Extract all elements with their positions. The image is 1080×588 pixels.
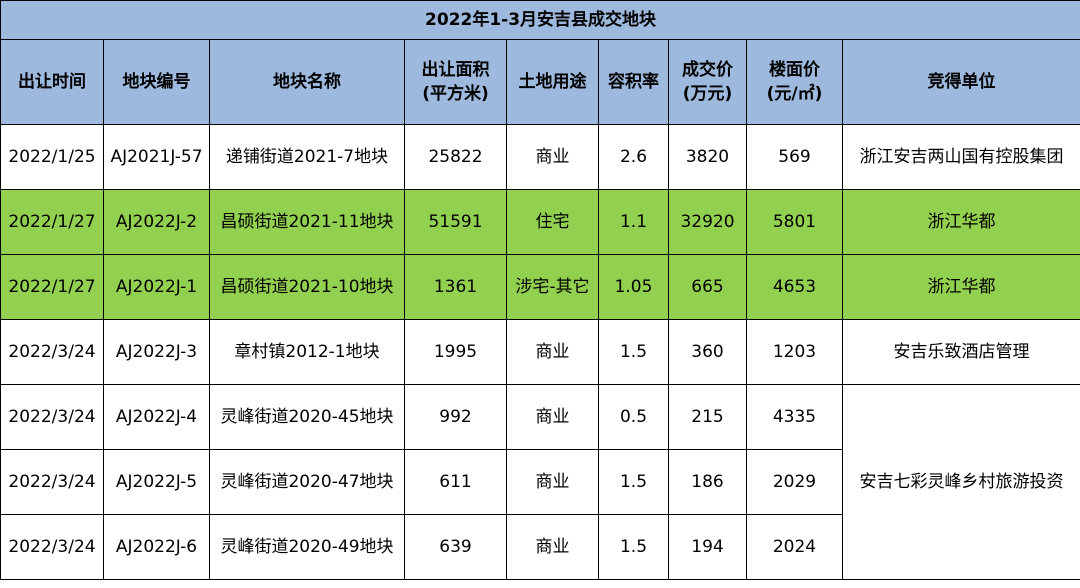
cell-winner: 浙江华都 bbox=[841, 189, 1080, 255]
cell-area: 639 bbox=[404, 514, 507, 580]
cell-use: 商业 bbox=[506, 124, 599, 190]
cell-area: 1361 bbox=[404, 254, 507, 320]
cell-code: AJ2022J-4 bbox=[103, 384, 210, 450]
cell-far: 0.5 bbox=[598, 384, 669, 450]
cell-floor-price: 569 bbox=[746, 124, 843, 190]
header-name: 地块名称 bbox=[209, 39, 405, 125]
cell-date: 2022/1/25 bbox=[0, 124, 104, 190]
table-row: 2022/1/27 AJ2022J-1 昌硕街道2021-10地块 1361 涉… bbox=[0, 254, 1080, 320]
cell-far: 2.6 bbox=[598, 124, 669, 190]
header-date: 出让时间 bbox=[0, 39, 104, 125]
header-use: 土地用途 bbox=[506, 39, 599, 125]
cell-winner: 安吉乐致酒店管理 bbox=[841, 319, 1080, 385]
cell-floor-price: 2024 bbox=[746, 514, 843, 580]
cell-area: 992 bbox=[404, 384, 507, 450]
cell-name: 灵峰街道2020-45地块 bbox=[209, 384, 405, 450]
cell-name: 昌硕街道2021-10地块 bbox=[209, 254, 405, 320]
table-row: 2022/3/24 AJ2022J-6 灵峰街道2020-49地块 639 商业… bbox=[0, 514, 1080, 580]
cell-code: AJ2022J-6 bbox=[103, 514, 210, 580]
cell-date: 2022/3/24 bbox=[0, 384, 104, 450]
header-winner: 竞得单位 bbox=[841, 39, 1080, 125]
cell-floor-price: 4653 bbox=[746, 254, 843, 320]
cell-name: 灵峰街道2020-47地块 bbox=[209, 449, 405, 515]
cell-price: 186 bbox=[668, 449, 747, 515]
cell-date: 2022/3/24 bbox=[0, 449, 104, 515]
cell-area: 51591 bbox=[404, 189, 507, 255]
cell-far: 1.5 bbox=[598, 449, 669, 515]
cell-floor-price: 4335 bbox=[746, 384, 843, 450]
cell-price: 194 bbox=[668, 514, 747, 580]
header-floor-price: 楼面价 (元/㎡) bbox=[746, 39, 843, 125]
header-area: 出让面积 (平方米) bbox=[404, 39, 507, 125]
cell-price: 360 bbox=[668, 319, 747, 385]
table-row: 2022/3/24 AJ2022J-3 章村镇2012-1地块 1995 商业 … bbox=[0, 319, 1080, 385]
cell-name: 灵峰街道2020-49地块 bbox=[209, 514, 405, 580]
header-price: 成交价 (万元) bbox=[668, 39, 747, 125]
cell-name: 昌硕街道2021-11地块 bbox=[209, 189, 405, 255]
table-row: 2022/3/24 AJ2022J-4 灵峰街道2020-45地块 992 商业… bbox=[0, 384, 1080, 580]
cell-code: AJ2022J-2 bbox=[103, 189, 210, 255]
cell-code: AJ2022J-5 bbox=[103, 449, 210, 515]
cell-winner: 浙江安吉两山国有控股集团 bbox=[841, 124, 1080, 190]
cell-area: 611 bbox=[404, 449, 507, 515]
cell-name: 章村镇2012-1地块 bbox=[209, 319, 405, 385]
cell-code: AJ2022J-1 bbox=[103, 254, 210, 320]
header-code: 地块编号 bbox=[103, 39, 210, 125]
cell-far: 1.5 bbox=[598, 514, 669, 580]
cell-date: 2022/1/27 bbox=[0, 254, 104, 320]
cell-use: 商业 bbox=[506, 319, 599, 385]
table-row: 2022/1/27 AJ2022J-2 昌硕街道2021-11地块 51591 … bbox=[0, 189, 1080, 255]
cell-use: 涉宅-其它 bbox=[506, 254, 599, 320]
cell-far: 1.1 bbox=[598, 189, 669, 255]
cell-winner: 浙江华都 bbox=[841, 254, 1080, 320]
cell-date: 2022/3/24 bbox=[0, 319, 104, 385]
header-far: 容积率 bbox=[598, 39, 669, 125]
cell-date: 2022/1/27 bbox=[0, 189, 104, 255]
table-row: 2022/3/24 AJ2022J-5 灵峰街道2020-47地块 611 商业… bbox=[0, 449, 1080, 515]
cell-area: 1995 bbox=[404, 319, 507, 385]
cell-date: 2022/3/24 bbox=[0, 514, 104, 580]
cell-winner-merged: 安吉七彩灵峰乡村旅游投资 bbox=[841, 384, 1080, 580]
cell-name: 递铺街道2021-7地块 bbox=[209, 124, 405, 190]
cell-price: 665 bbox=[668, 254, 747, 320]
cell-far: 1.05 bbox=[598, 254, 669, 320]
cell-price: 32920 bbox=[668, 189, 747, 255]
table-row: 2022/1/25 AJ2021J-57 递铺街道2021-7地块 25822 … bbox=[0, 124, 1080, 190]
cell-use: 商业 bbox=[506, 514, 599, 580]
cell-use: 住宅 bbox=[506, 189, 599, 255]
cell-floor-price: 2029 bbox=[746, 449, 843, 515]
cell-code: AJ2022J-3 bbox=[103, 319, 210, 385]
cell-use: 商业 bbox=[506, 449, 599, 515]
cell-use: 商业 bbox=[506, 384, 599, 450]
cell-far: 1.5 bbox=[598, 319, 669, 385]
cell-floor-price: 1203 bbox=[746, 319, 843, 385]
table-title: 2022年1-3月安吉县成交地块 bbox=[0, 0, 1080, 40]
cell-area: 25822 bbox=[404, 124, 507, 190]
cell-price: 215 bbox=[668, 384, 747, 450]
cell-floor-price: 5801 bbox=[746, 189, 843, 255]
cell-code: AJ2021J-57 bbox=[103, 124, 210, 190]
cell-price: 3820 bbox=[668, 124, 747, 190]
